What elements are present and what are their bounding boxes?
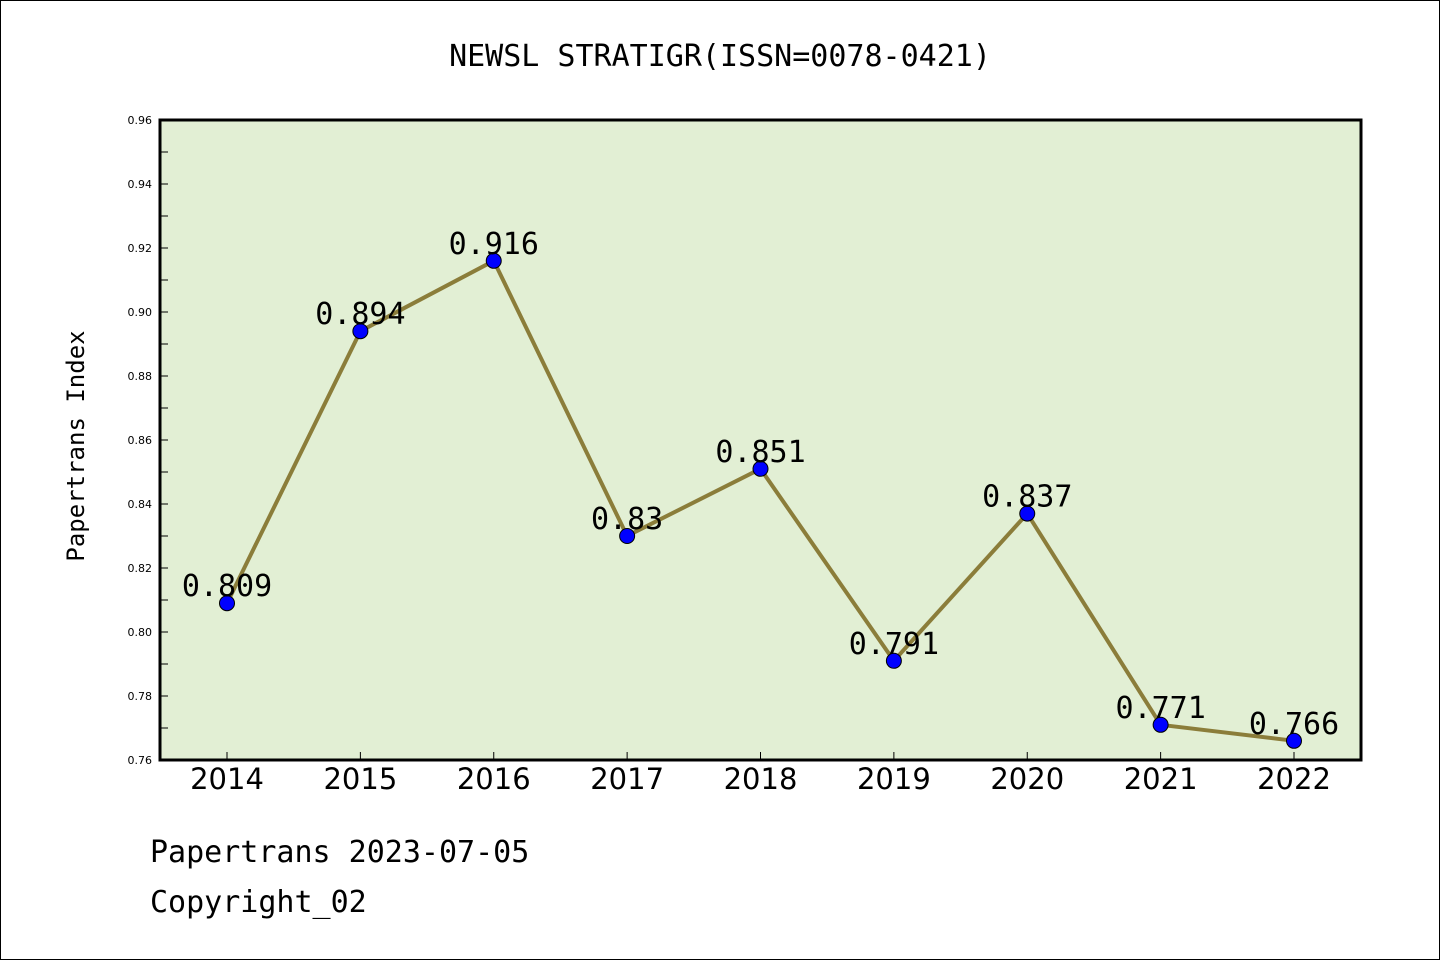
data-label: 0.916 bbox=[449, 227, 539, 262]
footer-copyright: Copyright_02 bbox=[150, 885, 367, 920]
y-axis-label: Papertrans Index bbox=[62, 330, 90, 561]
x-tick-label: 2016 bbox=[457, 762, 531, 796]
y-tick-label: 0.78 bbox=[128, 690, 153, 703]
x-tick-label: 2022 bbox=[1257, 762, 1331, 796]
data-point bbox=[1019, 505, 1036, 522]
data-label: 0.894 bbox=[315, 297, 405, 332]
x-tick-label: 2019 bbox=[857, 762, 931, 796]
y-tick-label: 0.82 bbox=[128, 562, 153, 575]
x-axis: 2014 2015 2016 2017 2018 2019 2020 2021 2022 bbox=[190, 752, 1331, 796]
y-tick-label: 0.94 bbox=[128, 178, 153, 191]
x-tick-label: 2018 bbox=[724, 762, 798, 796]
x-tick-label: 2014 bbox=[190, 762, 264, 796]
x-tick-label: 2021 bbox=[1124, 762, 1198, 796]
y-tick-label: 0.90 bbox=[128, 306, 153, 319]
y-axis: 0.76 0.78 0.80 0.82 0.84 0.86 0.88 0.90 0.92 0.94… bbox=[128, 114, 168, 767]
data-point bbox=[1286, 732, 1302, 749]
x-tick-label: 2015 bbox=[323, 762, 397, 796]
y-tick-label: 0.84 bbox=[128, 498, 153, 511]
data-label: 0.837 bbox=[982, 480, 1072, 515]
data-markers bbox=[219, 252, 1302, 749]
data-point bbox=[1152, 716, 1169, 733]
data-label: 0.809 bbox=[182, 569, 272, 604]
data-point bbox=[352, 323, 369, 340]
data-point bbox=[485, 252, 502, 269]
plot-area bbox=[160, 120, 1361, 760]
chart-title: NEWSL STRATIGR(ISSN=0078-0421) bbox=[449, 39, 991, 74]
y-tick-label: 0.96 bbox=[128, 114, 153, 127]
data-label: 0.771 bbox=[1115, 691, 1205, 726]
data-point bbox=[885, 652, 902, 669]
y-tick-label: 0.92 bbox=[128, 242, 153, 255]
x-tick-label: 2020 bbox=[990, 762, 1064, 796]
data-point bbox=[219, 595, 235, 612]
footer-date: Papertrans 2023-07-05 bbox=[150, 835, 530, 870]
data-label: 0.766 bbox=[1249, 707, 1339, 742]
y-tick-label: 0.76 bbox=[128, 754, 153, 767]
x-tick-label: 2017 bbox=[590, 762, 664, 796]
y-tick-label: 0.86 bbox=[128, 434, 153, 447]
data-label: 0.791 bbox=[849, 627, 939, 662]
data-point bbox=[752, 460, 769, 477]
data-labels: 0.809 0.894 0.916 0.83 0.851 0.791 0.837 0.771 0… bbox=[182, 227, 1339, 742]
y-tick-label: 0.80 bbox=[128, 626, 153, 639]
data-label: 0.851 bbox=[715, 435, 805, 470]
plot-border bbox=[158, 118, 1363, 762]
data-point bbox=[619, 528, 636, 544]
data-label: 0.83 bbox=[591, 502, 663, 537]
y-tick-label: 0.88 bbox=[128, 370, 153, 383]
